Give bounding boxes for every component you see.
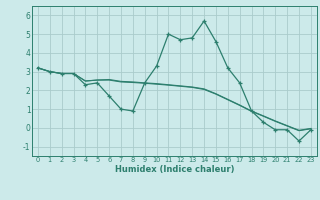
X-axis label: Humidex (Indice chaleur): Humidex (Indice chaleur) bbox=[115, 165, 234, 174]
